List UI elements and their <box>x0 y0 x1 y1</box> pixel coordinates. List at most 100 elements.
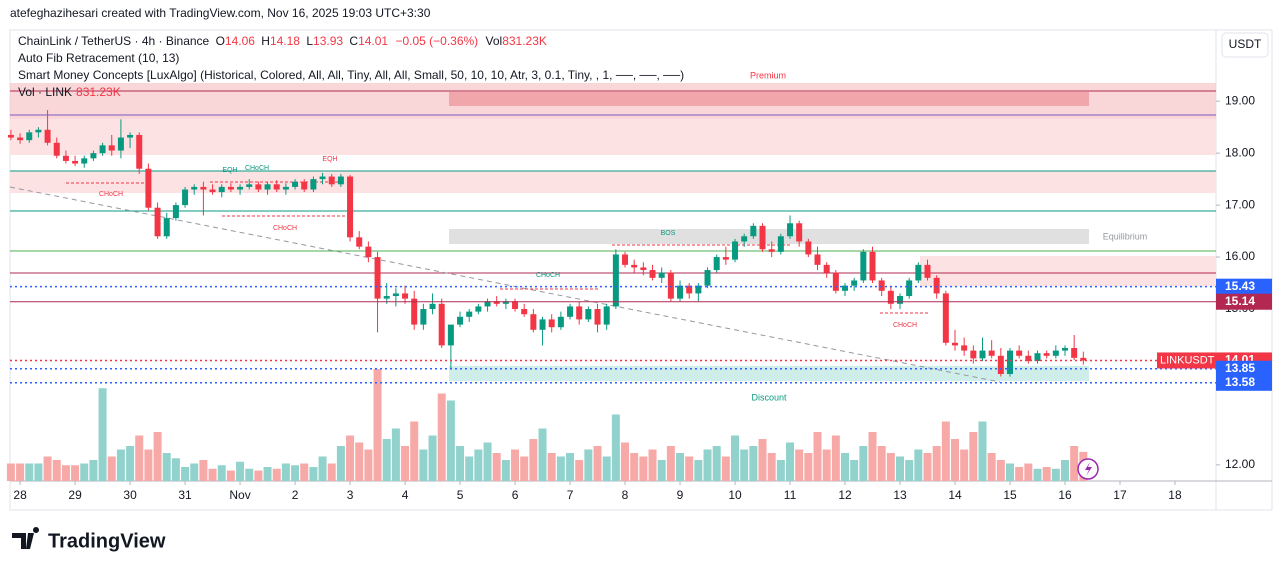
candle-body <box>942 293 949 343</box>
smc-label: EQH <box>222 167 237 174</box>
zones <box>9 83 1216 383</box>
volume-bar <box>1005 463 1014 481</box>
frame <box>9 29 1273 511</box>
smc-label: Equilibrium <box>1103 231 1148 241</box>
candle-body <box>493 301 500 304</box>
x-tick-label: 7 <box>567 488 574 502</box>
candle-body <box>292 181 299 187</box>
candle-body <box>667 272 674 299</box>
price-label-bg <box>1216 278 1272 295</box>
candle-body <box>677 285 684 299</box>
volume-bar <box>721 456 730 481</box>
volume-bar <box>712 446 721 481</box>
candle-body <box>402 293 409 299</box>
candle-body <box>365 246 372 258</box>
candle-body <box>438 303 445 346</box>
x-tick-label: 6 <box>512 488 519 502</box>
volume-bar <box>529 439 538 481</box>
candle-body <box>44 129 51 143</box>
candle-body <box>722 257 729 260</box>
volume-bar <box>483 442 492 481</box>
candle-body <box>200 186 207 190</box>
price-label: 15.43 <box>1225 279 1255 293</box>
volume-bar <box>107 456 116 481</box>
candle-body <box>1080 357 1087 361</box>
x-tick-label: 4 <box>402 488 409 502</box>
candle-body <box>328 176 335 185</box>
volume-bar <box>584 449 593 481</box>
legend-main: ChainLink / TetherUS · 4h · Binance O14.… <box>18 34 547 48</box>
smc-label: CHoCH <box>273 225 297 232</box>
x-tick-label: 10 <box>728 488 742 502</box>
volume-bar <box>978 421 987 481</box>
volume-bar <box>465 456 474 481</box>
ohlc-value: 14.06 <box>225 34 255 48</box>
x-tick-label: 11 <box>784 488 797 502</box>
candle-body <box>557 316 564 328</box>
candle-body <box>227 186 234 190</box>
candle-body <box>750 225 757 237</box>
candle-body <box>347 176 354 238</box>
candle-body <box>695 285 702 294</box>
x-tick-label: 5 <box>457 488 464 502</box>
candle-body <box>649 270 656 278</box>
candle-body <box>768 249 775 252</box>
candle-body <box>576 306 583 320</box>
x-tick-label: 28 <box>13 488 27 502</box>
volume-bar <box>281 463 290 481</box>
volume-bar <box>611 414 620 481</box>
volume-bar <box>1060 460 1069 481</box>
candle-body <box>1043 353 1050 356</box>
volume-bar <box>144 449 153 481</box>
volume-bar <box>318 456 327 481</box>
indicator-legend: Auto Fib Retracement (10, 13) <box>18 51 179 65</box>
supply-zone <box>10 171 1216 193</box>
candle-body <box>970 350 977 359</box>
candle-body <box>704 270 711 286</box>
volume-bar <box>520 456 529 481</box>
volume-bar <box>804 453 813 481</box>
candle-body <box>17 137 24 141</box>
volume-bar <box>226 470 235 481</box>
x-tick-label: 13 <box>893 488 907 502</box>
candle-body <box>246 184 253 187</box>
candle-body <box>62 155 69 161</box>
volume-bar <box>272 468 281 481</box>
volume-bar <box>621 442 630 481</box>
volume-bar <box>1070 446 1079 481</box>
candle-body <box>35 129 42 133</box>
logo-text: TradingView <box>48 530 166 552</box>
volume-bar <box>61 465 70 481</box>
smc-label: BOS <box>661 230 676 237</box>
candle-body <box>897 296 904 304</box>
candle-body <box>631 264 638 268</box>
volume-bar <box>428 435 437 481</box>
x-tick-label: 18 <box>1168 488 1182 502</box>
candle-body <box>906 280 913 297</box>
volume-bar <box>336 446 345 481</box>
vol-line: Vol · LINK <box>18 85 72 99</box>
currency[interactable]: USDT <box>1229 37 1262 51</box>
candle-body <box>1006 350 1013 374</box>
price-label-bg <box>1216 360 1272 377</box>
volume-bar <box>575 460 584 481</box>
candle-body <box>466 311 473 317</box>
candle-body <box>255 184 262 190</box>
candle-body <box>457 316 464 325</box>
volume-bar <box>960 449 969 481</box>
candle-body <box>145 168 152 208</box>
currency-button[interactable] <box>1221 32 1269 58</box>
volume-bar <box>886 453 895 481</box>
volume-bar <box>841 453 850 481</box>
candle-body <box>1016 350 1023 356</box>
candle-body <box>869 251 876 281</box>
candle-body <box>356 237 363 247</box>
ohlc-key: O <box>216 34 225 48</box>
volume-bar <box>346 435 355 481</box>
volume-bar <box>52 460 61 481</box>
candle-body <box>741 236 748 242</box>
price-label-bg <box>1216 293 1272 310</box>
volume-bar <box>556 456 565 481</box>
volume-bar <box>492 453 501 481</box>
volume-bar <box>419 449 428 481</box>
